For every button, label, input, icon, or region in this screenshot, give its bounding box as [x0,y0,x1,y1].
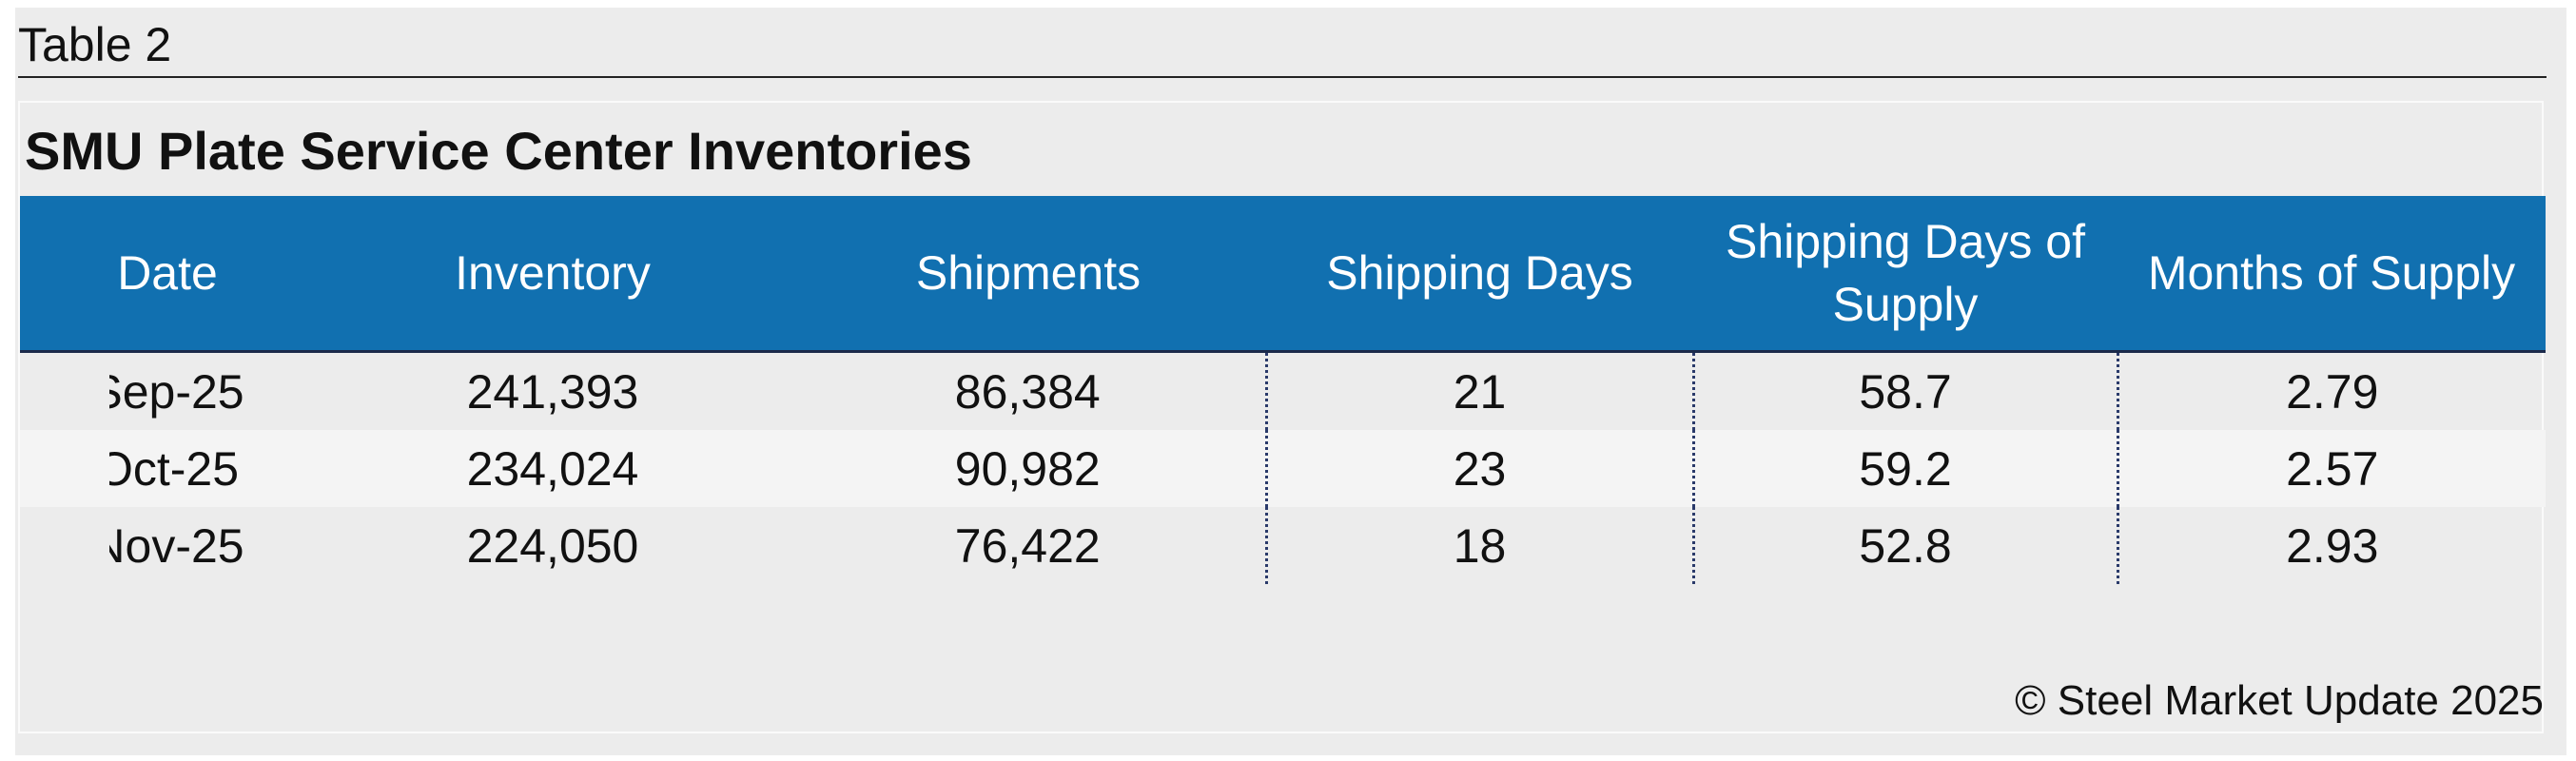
table-cell: 2.93 [2116,507,2546,584]
table-row: Sep-25 241,393 86,384 21 58.7 2.79 [20,351,2546,431]
column-header: Shipments [790,196,1266,353]
table-cell: 52.8 [1691,507,2117,584]
column-header: Shipping Days [1266,196,1693,353]
table-cell: 2.79 [2116,351,2546,430]
column-header: Inventory [315,196,790,353]
table-row: Oct-25 234,024 90,982 23 59.2 2.57 [20,430,2546,507]
table-row: Nov-25 224,050 76,422 18 52.8 2.93 [20,507,2546,584]
table-cell: 90,982 [790,430,1266,507]
header-row: Date Inventory Shipments Shipping Days Shipp… [20,196,2546,353]
column-header: Date [20,196,315,353]
table-title: SMU Plate Service Center Inventories [25,121,972,181]
table-cell: 2.57 [2116,430,2546,507]
table-cell: 86,384 [954,364,1101,419]
date-text: Sep-25 [90,364,244,419]
table-cell: 59.2 [1691,430,2117,507]
table: Date Inventory Shipments Shipping Days Shipp… [20,196,2546,584]
table-body: Sep-25 241,393 86,384 21 58.7 2.79 Oct-25 234,0… [20,351,2546,584]
table-cell: 21 [1264,351,1693,430]
column-header: Months of Supply [2117,196,2546,353]
table-cell: 23 [1264,430,1693,507]
table-cell: 76,422 [954,518,1101,573]
date-text: Nov-25 [90,518,244,573]
table-cell: Oct-25 [20,430,315,507]
table-label: Table 2 [18,18,172,71]
column-header: Shipping Days of Supply [1693,196,2117,353]
table-cell: Nov-25 [20,507,315,584]
rule [18,76,2547,78]
copyright: © Steel Market Update 2025 [2015,677,2544,724]
table-cell: 234,024 [315,430,790,507]
table-cell: 58.7 [1691,351,2117,430]
date-text: Oct-25 [95,441,240,496]
table-cell: 18 [1264,507,1693,584]
table-cell: Sep-25 [20,352,315,431]
table-cell: 241,393 [466,364,639,419]
table-cell: 224,050 [466,518,639,573]
